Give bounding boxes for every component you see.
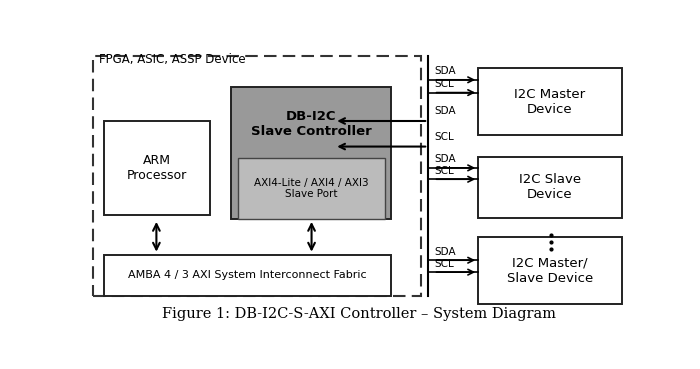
Text: SCL: SCL (435, 79, 454, 89)
Text: SDA: SDA (435, 66, 456, 76)
Text: AXI4-Lite / AXI4 / AXI3
Slave Port: AXI4-Lite / AXI4 / AXI3 Slave Port (254, 178, 369, 199)
Text: SDA: SDA (435, 247, 456, 257)
Text: FPGA, ASIC, ASSP Device: FPGA, ASIC, ASSP Device (99, 53, 246, 66)
Text: I2C Master
Device: I2C Master Device (514, 88, 585, 116)
FancyBboxPatch shape (104, 121, 209, 215)
Text: ARM
Processor: ARM Processor (127, 154, 187, 182)
Text: SCL: SCL (435, 259, 454, 269)
Text: I2C Master/
Slave Device: I2C Master/ Slave Device (507, 257, 593, 285)
Text: AMBA 4 / 3 AXI System Interconnect Fabric: AMBA 4 / 3 AXI System Interconnect Fabri… (128, 270, 367, 280)
Text: I2C Slave
Device: I2C Slave Device (519, 173, 581, 201)
FancyBboxPatch shape (104, 255, 391, 296)
Text: SCL: SCL (435, 166, 454, 176)
Text: SCL: SCL (435, 132, 454, 142)
FancyBboxPatch shape (478, 68, 622, 135)
Text: Figure 1: DB-I2C-S-AXI Controller – System Diagram: Figure 1: DB-I2C-S-AXI Controller – Syst… (162, 307, 556, 321)
FancyBboxPatch shape (478, 238, 622, 304)
Text: DB-I2C
Slave Controller: DB-I2C Slave Controller (251, 110, 372, 138)
FancyBboxPatch shape (238, 158, 385, 219)
FancyBboxPatch shape (231, 87, 391, 219)
Text: SDA: SDA (435, 106, 456, 116)
FancyBboxPatch shape (478, 156, 622, 218)
Text: SDA: SDA (435, 154, 456, 164)
